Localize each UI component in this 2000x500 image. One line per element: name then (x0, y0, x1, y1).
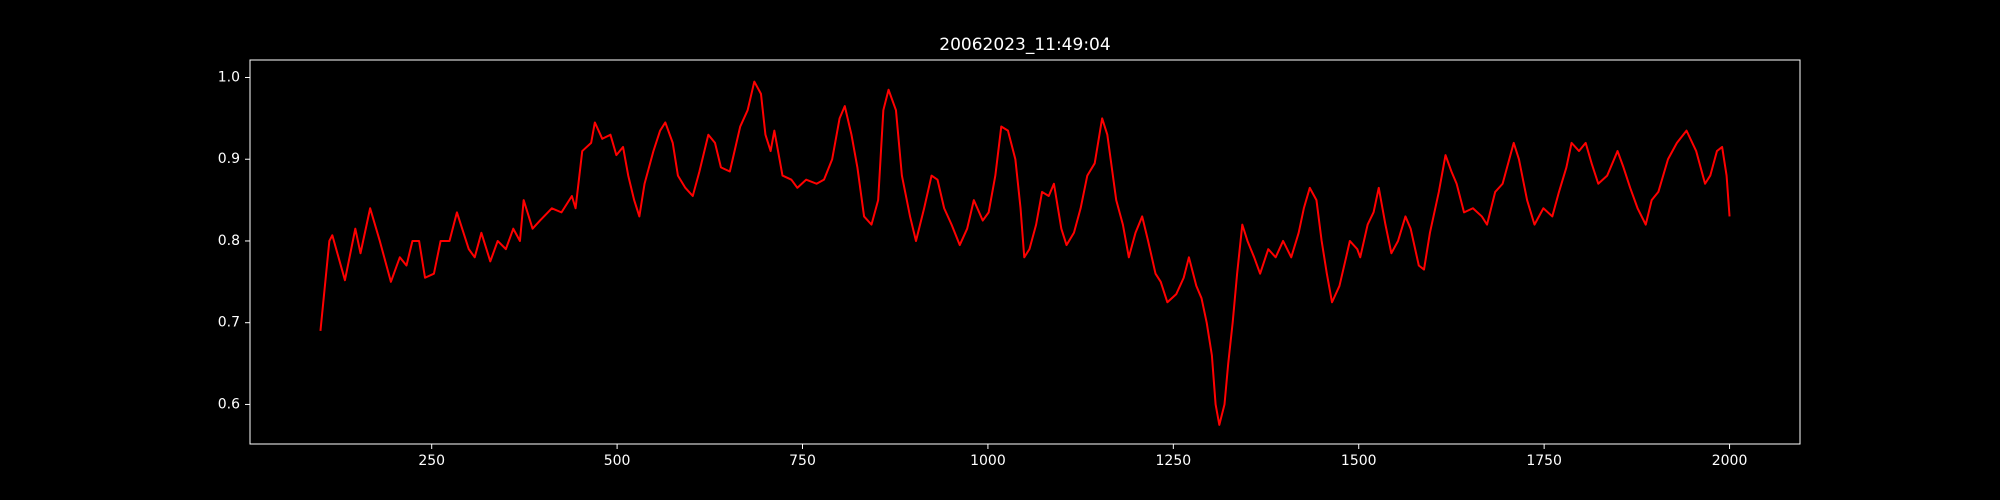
x-tick-label: 1250 (1156, 453, 1192, 469)
x-tick-label: 1750 (1526, 453, 1562, 469)
x-tick-label: 500 (604, 453, 631, 469)
x-tick-label: 1500 (1341, 453, 1377, 469)
x-tick-label: 750 (789, 453, 816, 469)
y-tick-label: 0.6 (218, 396, 240, 412)
data-line (319, 80, 1731, 426)
y-tick-label: 1.0 (218, 69, 240, 85)
y-tick-label: 0.8 (218, 233, 240, 249)
y-tick-label: 0.9 (218, 151, 240, 167)
x-tick-label: 250 (418, 453, 445, 469)
x-tick-label: 1000 (970, 453, 1006, 469)
y-tick-label: 0.7 (218, 315, 240, 331)
axes-frame (249, 59, 1801, 445)
x-tick-label: 2000 (1712, 453, 1748, 469)
chart-title: 20062023_11:49:04 (939, 35, 1110, 55)
